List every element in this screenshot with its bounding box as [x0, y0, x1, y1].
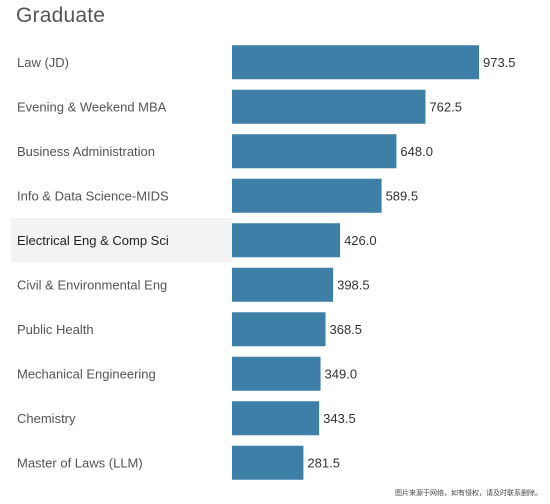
chart-title: Graduate: [16, 4, 106, 27]
data-label: 648.0: [400, 144, 433, 159]
category-label: Master of Laws (LLM): [17, 455, 143, 470]
data-label: 426.0: [344, 233, 377, 248]
data-label: 281.5: [307, 455, 340, 470]
watermark-text: 图片来源于网络，如有侵权，请及时联系删除。: [395, 490, 542, 497]
data-label: 973.5: [483, 55, 516, 70]
bar[interactable]: [232, 445, 304, 480]
bar[interactable]: [232, 401, 320, 436]
bar[interactable]: [232, 89, 426, 124]
category-label: Civil & Environmental Eng: [17, 277, 167, 292]
data-label: 398.5: [337, 277, 370, 292]
bar[interactable]: [232, 178, 382, 213]
data-label: 368.5: [329, 322, 362, 337]
highlight-row-background: [11, 218, 232, 263]
bar[interactable]: [232, 223, 341, 258]
category-label: Law (JD): [17, 55, 69, 70]
data-label: 589.5: [386, 188, 419, 203]
category-label: Public Health: [17, 322, 94, 337]
data-label: 762.5: [429, 99, 462, 114]
bar[interactable]: [232, 45, 479, 80]
category-label: Chemistry: [17, 411, 76, 426]
bar[interactable]: [232, 312, 326, 347]
category-label: Electrical Eng & Comp Sci: [17, 233, 169, 248]
category-label: Evening & Weekend MBA: [17, 99, 167, 114]
data-label: 349.0: [325, 366, 358, 381]
bar[interactable]: [232, 134, 397, 169]
category-label: Info & Data Science-MIDS: [17, 188, 169, 203]
category-label: Business Administration: [17, 144, 155, 159]
bar[interactable]: [232, 356, 321, 391]
bar[interactable]: [232, 267, 334, 302]
data-label: 343.5: [323, 411, 356, 426]
category-label: Mechanical Engineering: [17, 366, 156, 381]
